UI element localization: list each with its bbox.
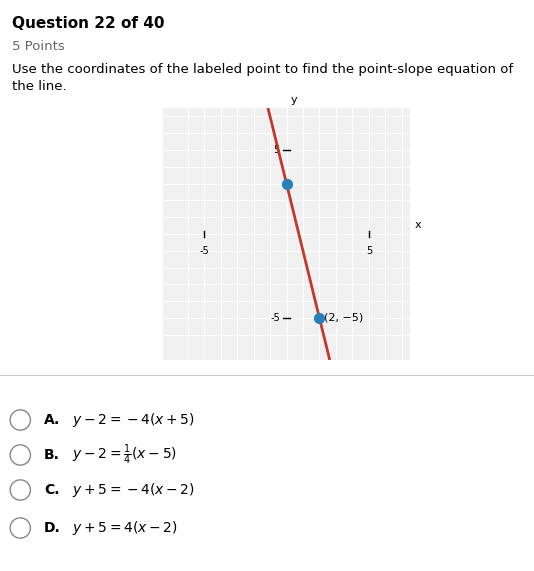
Text: $y + 5 = -4(x - 2)$: $y + 5 = -4(x - 2)$ [72, 481, 195, 499]
Text: $y + 5 = 4(x - 2)$: $y + 5 = 4(x - 2)$ [72, 519, 178, 537]
Text: Question 22 of 40: Question 22 of 40 [12, 16, 164, 31]
Text: Use the coordinates of the labeled point to find the point-slope equation of: Use the coordinates of the labeled point… [12, 63, 513, 76]
Point [282, 179, 291, 188]
Text: 5: 5 [273, 145, 280, 155]
Text: A.: A. [44, 413, 60, 427]
Text: y: y [290, 95, 297, 104]
Text: $y - 2 = -4(x + 5)$: $y - 2 = -4(x + 5)$ [72, 411, 195, 429]
Text: -5: -5 [199, 246, 209, 256]
Text: -5: -5 [270, 313, 280, 323]
Text: $y - 2 = \frac{1}{4}(x-5)$: $y - 2 = \frac{1}{4}(x-5)$ [72, 443, 177, 467]
Text: x: x [415, 220, 421, 230]
Text: 5 Points: 5 Points [12, 40, 65, 53]
Text: D.: D. [44, 521, 60, 535]
Text: 5: 5 [366, 246, 372, 256]
Point [315, 313, 324, 323]
Text: C.: C. [44, 483, 59, 497]
Text: (2, −5): (2, −5) [324, 313, 364, 323]
Text: the line.: the line. [12, 80, 66, 93]
Text: B.: B. [44, 448, 60, 462]
